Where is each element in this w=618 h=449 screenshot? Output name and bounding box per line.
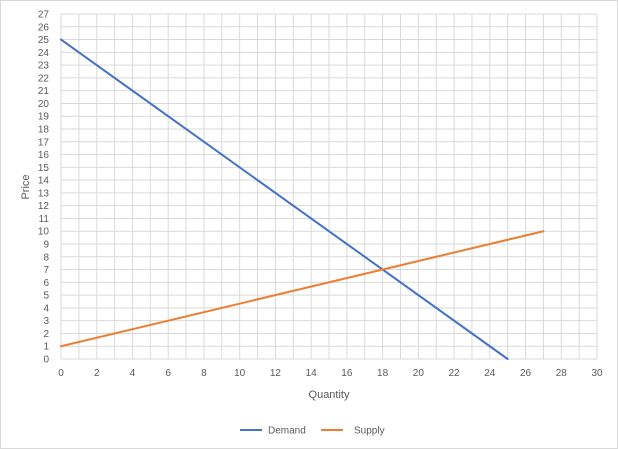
y-tick-label: 0 [43,355,49,366]
legend: Demand Supply [240,426,385,437]
x-tick-label: 8 [201,368,207,379]
y-tick-label: 4 [43,303,49,314]
series-lines [60,38,545,360]
x-axis-tick-labels: 0 2 4 6 8 10 12 14 16 18 20 22 24 26 28 30 [58,368,603,379]
x-tick-label: 2 [94,368,100,379]
x-tick-label: 26 [520,368,532,379]
y-tick-label: 20 [38,99,50,110]
y-tick-label: 27 [38,10,50,21]
y-tick-label: 18 [38,125,50,136]
vertical-gridlines [60,14,598,359]
x-tick-label: 22 [449,368,461,379]
y-tick-label: 21 [38,86,50,97]
y-tick-label: 26 [38,22,50,33]
y-tick-label: 7 [43,265,49,276]
y-axis-tick-labels: 0123456789101112131415161718192021222324… [38,10,50,366]
y-axis-title: Price [20,174,32,199]
x-tick-label: 24 [484,368,496,379]
y-tick-label: 1 [43,342,49,353]
y-tick-label: 24 [38,48,50,59]
y-tick-label: 8 [43,252,49,263]
y-tick-label: 9 [43,240,49,251]
horizontal-gridlines [61,13,597,360]
x-tick-label: 18 [377,368,389,379]
y-tick-label: 23 [38,61,50,72]
y-tick-label: 12 [38,201,50,212]
y-tick-label: 22 [38,73,50,84]
x-axis-title: Quantity [309,389,350,401]
y-tick-label: 19 [38,112,50,123]
y-tick-label: 2 [43,329,49,340]
y-tick-label: 3 [43,316,49,327]
y-tick-label: 17 [38,137,50,148]
x-tick-label: 16 [341,368,353,379]
x-tick-label: 10 [234,368,246,379]
y-tick-label: 6 [43,278,49,289]
x-tick-label: 30 [591,368,603,379]
x-tick-label: 12 [270,368,282,379]
legend-label-supply: Supply [354,426,385,437]
y-tick-label: 14 [38,176,50,187]
legend-label-demand: Demand [268,426,306,437]
x-tick-label: 4 [130,368,136,379]
x-tick-label: 28 [556,368,568,379]
series-line-demand [60,38,509,360]
series-line-supply [60,230,545,348]
y-tick-label: 10 [38,227,50,238]
y-tick-label: 5 [43,291,49,302]
y-tick-label: 13 [38,188,50,199]
x-tick-label: 0 [58,368,64,379]
y-tick-label: 15 [38,163,50,174]
y-tick-label: 11 [39,214,50,225]
y-tick-label: 16 [38,150,50,161]
y-tick-label: 25 [38,35,50,46]
x-tick-label: 20 [413,368,425,379]
x-tick-label: 14 [306,368,318,379]
x-tick-label: 6 [165,368,171,379]
